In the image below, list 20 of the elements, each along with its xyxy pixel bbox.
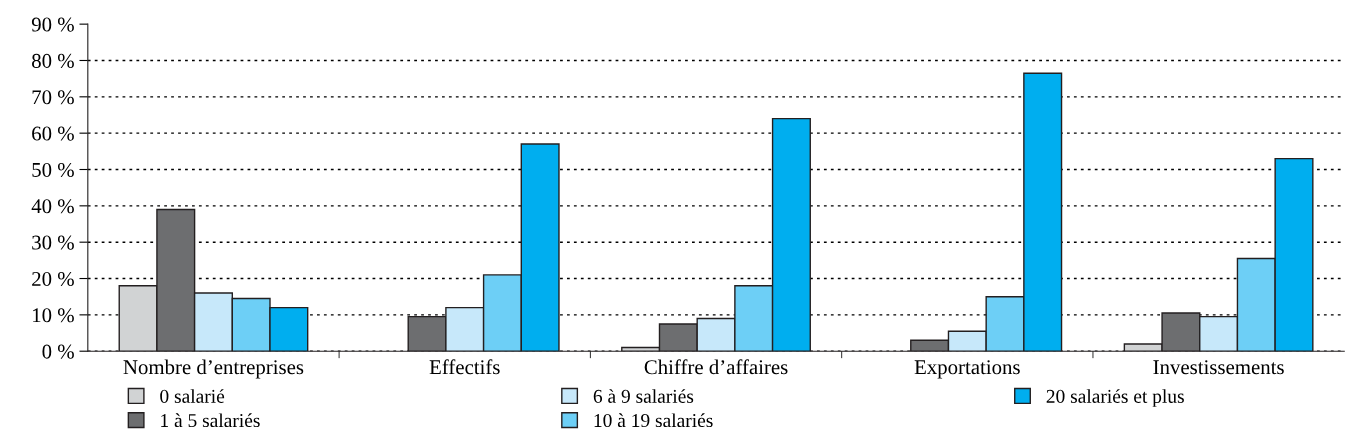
- y-tick-label: 70 %: [32, 90, 74, 105]
- y-tick-label: 60 %: [32, 126, 74, 141]
- y-tick-label: 50 %: [32, 162, 74, 177]
- y-tick-label: 0 %: [42, 344, 74, 359]
- legend-label: 20 salariés et plus: [1046, 389, 1184, 407]
- y-tick-label: 80 %: [32, 53, 74, 68]
- x-tick-label: Exportations: [914, 360, 1020, 379]
- legend-label: 1 à 5 salariés: [161, 413, 260, 428]
- legend-label: 6 à 9 salariés: [593, 389, 694, 403]
- y-tick-label: 30 %: [32, 235, 74, 250]
- x-tick-label: Chiffre d’affaires: [644, 359, 788, 375]
- x-tick-label: Investissements: [1153, 360, 1284, 375]
- y-tick-label: 90 %: [31, 17, 74, 32]
- x-tick-label: Effectifs: [429, 359, 500, 375]
- x-tick-label: Nombre d’entreprises: [123, 359, 304, 379]
- y-tick-label: 10 %: [33, 308, 74, 323]
- y-tick-label: 40 %: [31, 199, 74, 214]
- legend-label: 0 salarié: [160, 389, 225, 403]
- legend-label: 10 à 19 salariés: [594, 413, 713, 428]
- y-tick-label: 20 %: [32, 271, 74, 287]
